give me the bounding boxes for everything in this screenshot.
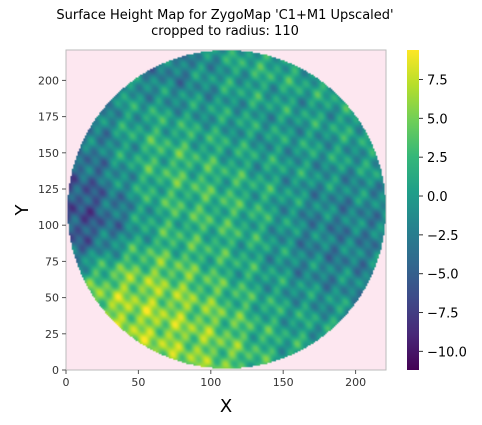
colorbar-tick-label: 5.0 [427,112,448,127]
colorbar-tick-label: 2.5 [427,151,448,166]
x-tick-label: 0 [63,376,70,389]
y-tick-label: 125 [38,183,59,196]
colorbar-tick-label: −10.0 [427,345,467,360]
colorbar: −10.0 −7.5 −5.0 −2.5 0.0 2.5 5.0 7.5 [407,50,467,370]
x-axis-ticks: 0 50 100 150 200 [63,370,366,389]
colorbar-gradient [407,50,419,370]
y-tick-label: 0 [52,364,59,377]
colorbar-tick-label: 0.0 [427,190,448,205]
colorbar-ticks: −10.0 −7.5 −5.0 −2.5 0.0 2.5 5.0 7.5 [419,74,467,360]
x-tick-label: 50 [131,376,145,389]
x-tick-label: 150 [273,376,294,389]
y-tick-label: 100 [38,219,59,232]
y-tick-label: 150 [38,147,59,160]
colorbar-tick-label: −2.5 [427,229,459,244]
y-axis-ticks: 0 25 50 75 100 125 150 175 200 [38,74,66,377]
heatmap-image [66,50,386,370]
x-axis-label: X [220,396,232,417]
y-tick-label: 175 [38,111,59,124]
x-tick-label: 200 [345,376,366,389]
colorbar-tick-label: 7.5 [427,74,448,89]
colorbar-tick-label: −7.5 [427,307,459,322]
y-tick-label: 25 [45,328,59,341]
colorbar-tick-label: −5.0 [427,268,459,283]
plot-frame [65,49,387,371]
chart-title-line-2: cropped to radius: 110 [151,24,299,39]
y-tick-label: 200 [38,74,59,87]
y-axis-label: Y [12,204,33,217]
plot-area [65,49,387,371]
y-tick-label: 75 [45,255,59,268]
y-tick-label: 50 [45,292,59,305]
x-tick-label: 100 [200,376,221,389]
chart-title-line-1: Surface Height Map for ZygoMap 'C1+M1 Up… [56,8,394,23]
